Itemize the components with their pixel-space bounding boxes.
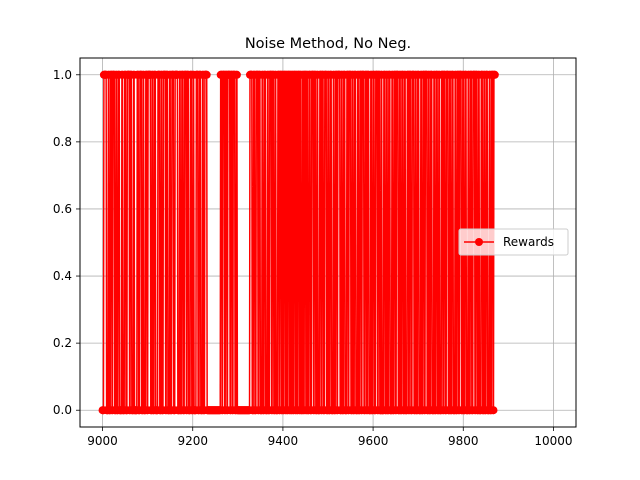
series-rewards: [98, 70, 499, 415]
data-point: [490, 70, 499, 79]
legend: Rewards: [458, 228, 569, 256]
series-markers-0: [98, 70, 499, 415]
x-tick-label-3: 9600: [358, 434, 389, 448]
axis-ticks: 9000 9200 9400 9600 9800 10000 0.0 0.2 0.4 0.6 0.8…: [53, 68, 573, 448]
x-tick-label-1: 9200: [177, 434, 208, 448]
data-point: [489, 406, 498, 415]
legend-marker-swatch: [475, 238, 483, 246]
x-tick-label-5: 10000: [534, 434, 572, 448]
y-tick-label-1: 0.2: [53, 336, 72, 350]
data-point: [232, 70, 241, 79]
plot-frame: [79, 57, 577, 428]
legend-box: [458, 228, 569, 256]
y-tick-label-3: 0.6: [53, 202, 72, 216]
x-tick-label-2: 9400: [268, 434, 299, 448]
y-tick-label-5: 1.0: [53, 68, 72, 82]
data-point: [202, 70, 211, 79]
y-tick-label-2: 0.4: [53, 269, 72, 283]
legend-label-rewards: Rewards: [503, 235, 554, 249]
chart-title: Noise Method, No Neg.: [245, 36, 411, 52]
y-tick-label-0: 0.0: [53, 403, 72, 417]
y-tick-label-4: 0.8: [53, 135, 72, 149]
x-tick-label-4: 9800: [448, 434, 479, 448]
x-tick-label-0: 9000: [87, 434, 118, 448]
